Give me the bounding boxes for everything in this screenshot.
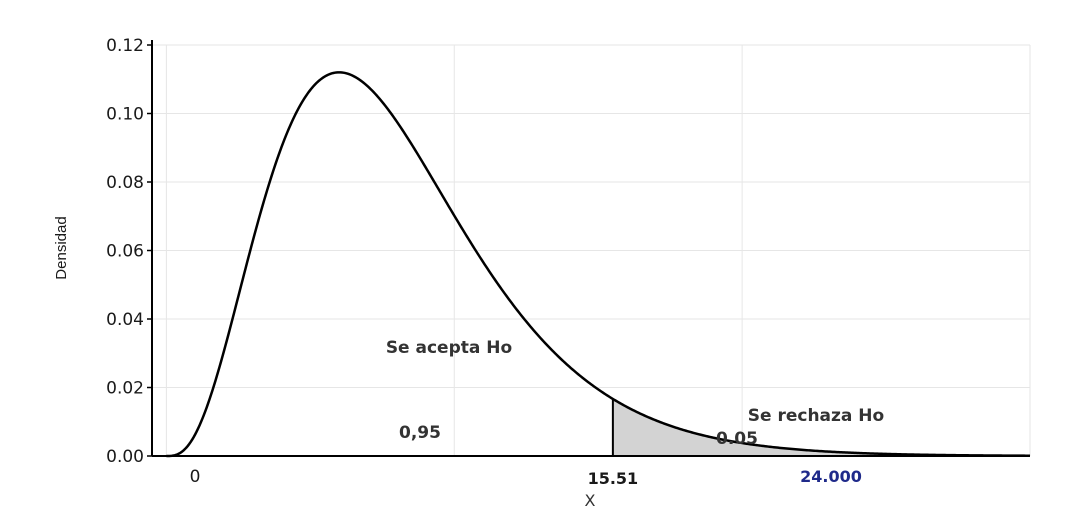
y-tick-label: 0.00 (106, 447, 144, 467)
y-axis-ticks: 0.00 0.02 0.04 0.06 0.08 0.10 0.12 (106, 36, 152, 467)
acceptance-probability-label: 0,95 (399, 423, 441, 443)
test-statistic-label: 24.000 (800, 467, 862, 486)
rejection-probability-label: 0.05 (716, 429, 758, 449)
density-curve (166, 71, 1031, 458)
y-axis-title: Densidad (53, 216, 70, 279)
acceptance-region-label: Se acepta Ho (386, 338, 512, 358)
y-tick-label: 0.10 (106, 105, 144, 125)
y-tick-label: 0.06 (106, 242, 144, 262)
grid-lines (152, 44, 1031, 457)
y-tick-label: 0.04 (106, 310, 144, 330)
x-axis-title: X (585, 491, 596, 510)
critical-value-label: 15.51 (588, 469, 639, 488)
y-tick-label: 0.02 (106, 379, 144, 399)
rejection-region-fill (612, 398, 1030, 456)
rejection-region-label: Se rechaza Ho (748, 406, 884, 426)
x-tick-label-zero: 0 (190, 467, 201, 487)
y-tick-label: 0.12 (106, 36, 144, 56)
y-tick-label: 0.08 (106, 173, 144, 193)
